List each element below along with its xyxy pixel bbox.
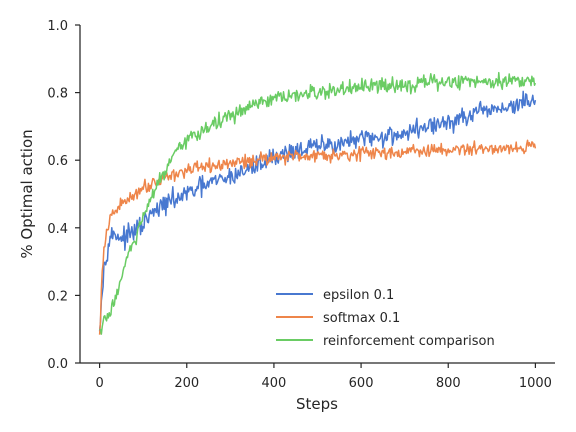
legend-label: softmax 0.1 — [323, 311, 400, 326]
y-tick-label: 0.8 — [47, 87, 68, 102]
series-line-1 — [98, 139, 537, 335]
y-tick-label: 0.0 — [47, 357, 68, 372]
x-tick-label: 600 — [349, 376, 374, 391]
x-tick-label: 200 — [174, 376, 199, 391]
x-tick-label: 800 — [436, 376, 461, 391]
series-lines — [98, 71, 537, 335]
y-ticks: 0.0 0.2 0.4 0.6 0.8 1.0 — [47, 19, 80, 372]
x-tick-label: 1000 — [519, 376, 552, 391]
x-ticks: 0 200 400 600 800 1000 — [95, 363, 552, 391]
series-line-0 — [98, 90, 537, 332]
legend-label: reinforcement comparison — [323, 334, 495, 349]
x-tick-label: 0 — [95, 376, 103, 391]
series-line-2 — [99, 71, 537, 335]
y-tick-label: 0.4 — [47, 222, 68, 237]
legend-label: epsilon 0.1 — [323, 288, 394, 303]
x-tick-label: 400 — [262, 376, 287, 391]
y-tick-label: 1.0 — [47, 19, 68, 34]
y-tick-label: 0.6 — [47, 154, 68, 169]
axes — [79, 25, 555, 364]
y-tick-label: 0.2 — [47, 289, 68, 304]
x-axis-label: Steps — [296, 395, 338, 413]
legend: epsilon 0.1 softmax 0.1 reinforcement comp… — [276, 288, 495, 349]
y-axis-label: % Optimal action — [18, 129, 36, 258]
